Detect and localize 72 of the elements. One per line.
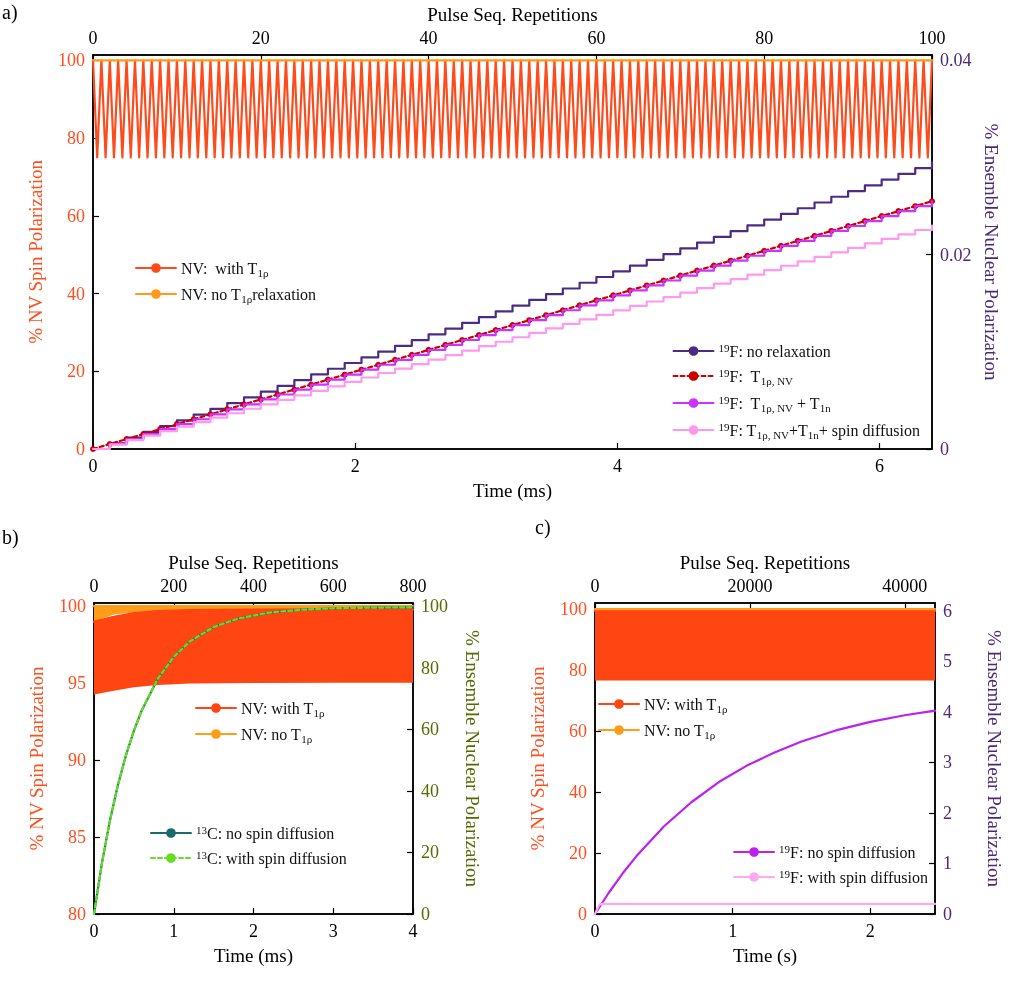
text: b) — [2, 526, 19, 549]
y2-tick-label: 0 — [943, 904, 952, 924]
x-axis-title: Time (s) — [732, 945, 798, 967]
y-tick-label: 100 — [560, 599, 587, 620]
x-tick-label: 1 — [728, 921, 738, 941]
y-tick-label: 20 — [569, 843, 587, 864]
x-tick-label: 2 — [865, 921, 875, 941]
x-tick-label: 0 — [89, 921, 99, 941]
y2-tick-label: 40 — [421, 780, 439, 801]
x2-axis-title: Pulse Seq. Repetitions — [427, 4, 598, 25]
y-tick-label: 60 — [67, 205, 85, 226]
y-tick-label: 40 — [67, 283, 85, 304]
x-tick-label: 3 — [328, 921, 338, 941]
y2-axis-title: % Ensemble Nuclear Polarization — [984, 630, 1005, 888]
y-tick-label: 80 — [569, 660, 587, 681]
y-tick-label: 0 — [76, 439, 85, 459]
x2-tick-label: 600 — [319, 576, 347, 596]
x2-tick-label: 60 — [587, 27, 606, 48]
x-tick-label: 2 — [249, 921, 258, 941]
y-tick-label: 95 — [68, 673, 86, 694]
y2-tick-label: 60 — [421, 719, 439, 740]
x-tick-label: 4 — [612, 456, 622, 476]
x2-tick-label: 0 — [590, 576, 600, 596]
x2-tick-label: 800 — [399, 576, 427, 596]
y2-tick-label: 3 — [943, 752, 952, 773]
x2-tick-label: 40000 — [882, 576, 928, 596]
y2-tick-label: 4 — [943, 701, 952, 722]
y-tick-label: 85 — [68, 827, 86, 848]
x2-tick-label: 0 — [89, 576, 99, 596]
y2-tick-label: 100 — [421, 596, 448, 617]
x2-tick-label: 20 — [251, 27, 270, 48]
y-tick-label: 100 — [59, 596, 86, 617]
y2-tick-label: 0 — [940, 439, 949, 459]
x2-tick-label: 40 — [419, 27, 438, 48]
x-tick-label: 2 — [350, 456, 360, 476]
y2-tick-label: 1 — [943, 853, 952, 874]
y-axis-title: % NV Spin Polarization — [25, 159, 46, 344]
text: a) — [2, 1, 18, 24]
text: c) — [535, 516, 551, 539]
y2-tick-label: 80 — [421, 657, 439, 678]
y2-tick-label: 0 — [421, 904, 430, 924]
y-axis-title: % NV Spin Polarization — [527, 666, 548, 851]
x2-tick-label: 100 — [918, 27, 946, 48]
x2-tick-label: 400 — [240, 576, 267, 596]
x-tick-label: 0 — [590, 921, 600, 941]
y2-tick-label: 0.02 — [940, 244, 972, 265]
x-tick-label: 4 — [408, 921, 418, 941]
x-axis-title: Time (ms) — [472, 480, 553, 502]
x2-axis-title: Pulse Seq. Repetitions — [168, 552, 339, 574]
y2-tick-label: 20 — [421, 842, 439, 863]
y-tick-label: 80 — [68, 904, 86, 924]
y2-tick-label: 5 — [943, 651, 952, 672]
y-tick-label: 0 — [578, 904, 587, 924]
y-tick-label: 80 — [67, 128, 85, 149]
y-axis-title: % NV Spin Polarization — [26, 666, 47, 851]
y-tick-label: 20 — [67, 361, 85, 382]
x2-tick-label: 20000 — [727, 576, 773, 596]
y-tick-label: 60 — [569, 721, 587, 742]
y2-tick-label: 0.04 — [940, 50, 972, 71]
y-tick-label: 40 — [569, 782, 587, 803]
x2-tick-label: 80 — [755, 27, 774, 48]
x-tick-label: 6 — [875, 456, 885, 476]
y2-axis-title: % Ensemble Nuclear Polarization — [462, 630, 483, 888]
y2-tick-label: 2 — [943, 802, 952, 823]
y-tick-label: 100 — [58, 50, 85, 71]
x2-tick-label: 200 — [160, 576, 188, 596]
y2-axis-title: % Ensemble Nuclear Polarization — [981, 123, 1003, 381]
y-tick-label: 90 — [68, 750, 86, 771]
x-tick-label: 1 — [169, 921, 179, 941]
x2-axis-title: Pulse Seq. Repetitions — [679, 552, 851, 574]
y2-tick-label: 6 — [943, 600, 952, 621]
x-axis-title: Time (ms) — [213, 945, 294, 967]
